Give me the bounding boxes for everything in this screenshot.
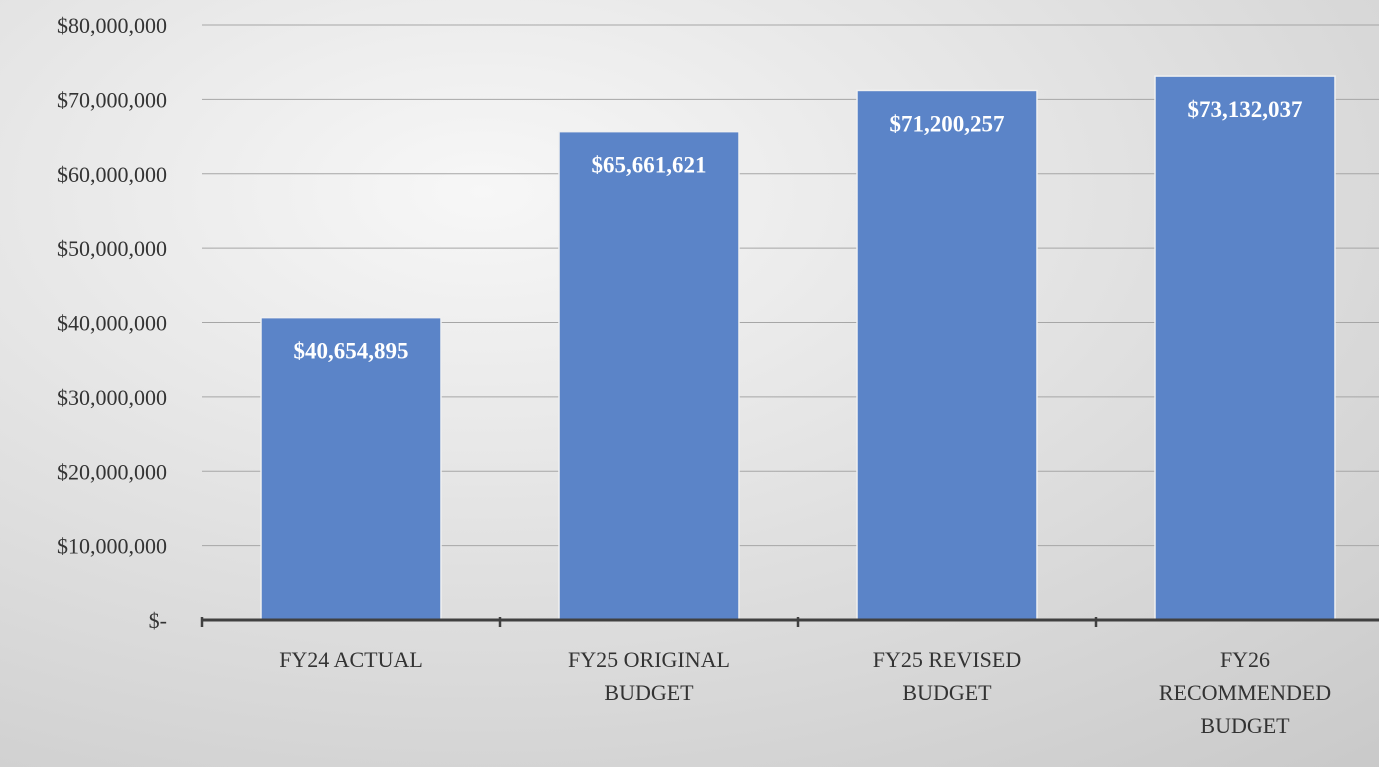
y-axis-tick-labels: $- $10,000,000 $20,000,000 $30,000,000 $40,0… xyxy=(57,13,167,633)
x-category-label: FY24 ACTUAL xyxy=(279,647,423,672)
y-tick-label: $- xyxy=(149,608,167,633)
x-axis-category-labels: FY24 ACTUAL FY25 ORIGINAL BUDGET FY25 REVIS… xyxy=(279,647,1331,738)
bar xyxy=(260,316,442,621)
x-category-label: RECOMMENDED xyxy=(1159,680,1331,705)
data-label: $65,661,621 xyxy=(592,153,707,178)
x-category-label: FY26 xyxy=(1220,647,1270,672)
bar xyxy=(558,130,740,621)
bars xyxy=(260,75,1336,621)
data-label: $71,200,257 xyxy=(890,111,1005,136)
x-category-label: BUDGET xyxy=(1200,713,1290,738)
y-tick-label: $40,000,000 xyxy=(57,311,167,336)
y-tick-label: $50,000,000 xyxy=(57,236,167,261)
data-labels: $40,654,895 $65,661,621 $71,200,257 $73,132… xyxy=(294,97,1303,364)
x-category-label: FY25 REVISED xyxy=(873,647,1022,672)
x-category-label: BUDGET xyxy=(902,680,992,705)
y-tick-label: $70,000,000 xyxy=(57,87,167,112)
x-axis xyxy=(200,617,1379,627)
x-category-label: BUDGET xyxy=(604,680,694,705)
y-tick-label: $10,000,000 xyxy=(57,534,167,559)
data-label: $40,654,895 xyxy=(294,339,409,364)
bar xyxy=(1154,75,1336,621)
x-category-label: FY25 ORIGINAL xyxy=(568,647,730,672)
y-tick-label: $20,000,000 xyxy=(57,459,167,484)
y-tick-label: $80,000,000 xyxy=(57,13,167,38)
bar xyxy=(856,89,1038,621)
y-tick-label: $60,000,000 xyxy=(57,162,167,187)
y-tick-label: $30,000,000 xyxy=(57,385,167,410)
data-label: $73,132,037 xyxy=(1188,97,1303,122)
